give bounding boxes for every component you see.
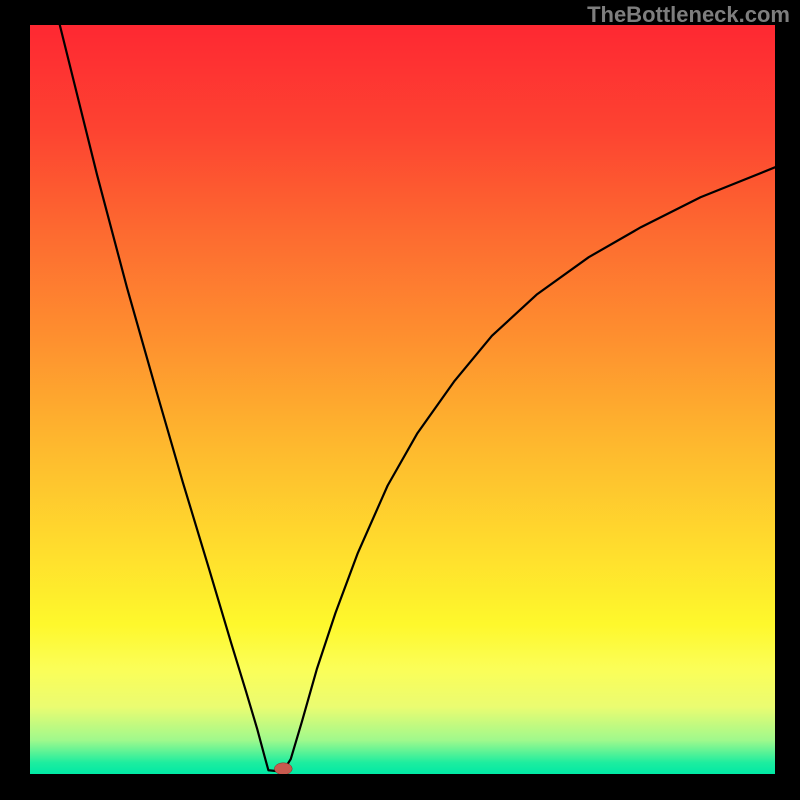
bottleneck-chart bbox=[0, 0, 800, 800]
frame-bottom bbox=[28, 774, 777, 776]
plot-background bbox=[30, 25, 775, 774]
frame-left bbox=[28, 23, 30, 776]
minimum-marker bbox=[274, 763, 292, 775]
watermark-label: TheBottleneck.com bbox=[587, 2, 790, 28]
frame-right bbox=[775, 23, 777, 776]
chart-container: TheBottleneck.com bbox=[0, 0, 800, 800]
